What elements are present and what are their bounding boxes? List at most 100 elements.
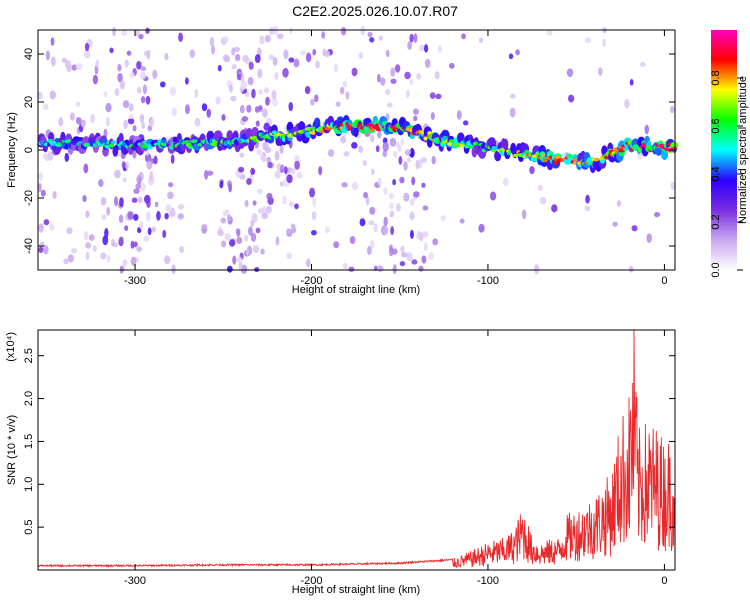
- spectrogram-noise-blob: [146, 160, 153, 170]
- spectrogram-noise-blob: [38, 246, 44, 253]
- spectrogram-noise-blob: [653, 212, 661, 218]
- x-tick-label: -100: [477, 275, 499, 287]
- spectrogram-noise-blob: [38, 172, 44, 181]
- spectrogram-noise-blob: [217, 64, 222, 72]
- spectrogram-noise-blob: [283, 49, 289, 60]
- spectrogram-ridge-core: [161, 139, 167, 144]
- spectrogram-noise-blob: [383, 216, 388, 227]
- spectrogram-noise-blob: [259, 35, 265, 45]
- spectrogram-noise-blob: [119, 197, 124, 208]
- spectrogram-noise-blob: [76, 117, 82, 125]
- spectrogram-noise-blob: [255, 120, 260, 127]
- spectrogram-ridge-blob: [353, 126, 359, 138]
- spectrogram-noise-blob: [405, 89, 410, 99]
- spectrogram-noise-blob: [110, 238, 115, 247]
- spectrogram-noise-blob: [398, 156, 403, 165]
- spectrogram-noise-blob: [305, 52, 312, 63]
- spectrogram-noise-blob: [370, 168, 375, 176]
- spectrogram-noise-blob: [106, 206, 111, 216]
- spectrogram-noise-blob: [342, 80, 347, 88]
- spectrogram-noise-blob: [224, 233, 231, 241]
- spectrogram-noise-blob: [126, 50, 132, 56]
- spectrogram-noise-blob: [92, 245, 97, 252]
- spectrogram-noise-blob: [279, 144, 284, 154]
- spectrogram-noise-blob: [118, 214, 124, 224]
- spectrogram-noise-blob: [288, 101, 294, 112]
- spectrogram-noise-blob: [418, 265, 424, 272]
- y-tick-label: 20: [23, 96, 35, 108]
- spectrogram-noise-blob: [631, 225, 638, 232]
- spectrogram-noise-blob: [239, 105, 245, 114]
- spectrogram-noise-blob: [377, 73, 381, 83]
- spectrogram-noise-blob: [404, 71, 411, 80]
- spectrogram-noise-blob: [76, 101, 81, 107]
- spectrogram-noise-blob: [83, 230, 89, 241]
- spectrogram-noise-blob: [461, 33, 466, 40]
- spectrogram-noise-blob: [245, 248, 250, 257]
- spectrogram-noise-blob: [121, 161, 126, 168]
- spectrogram-noise-blob: [304, 85, 311, 95]
- spectrogram-noise-blob: [232, 255, 237, 265]
- x-tick-label: -200: [300, 575, 322, 587]
- spectrogram-noise-blob: [85, 251, 90, 261]
- spectrogram-noise-blob: [146, 211, 151, 222]
- colorbar: 0.0 0.2 0.4 0.6 0.8 Normalized spectral ampl…: [710, 30, 749, 278]
- spectrogram-noise-blob: [385, 49, 390, 58]
- spectrogram-noise-blob: [314, 94, 319, 103]
- spectrogram-noise-blob: [325, 50, 331, 58]
- spectrogram-noise-blob: [49, 223, 55, 231]
- colorbar-tick-label: 0.8: [710, 70, 722, 85]
- spectrogram-noise-blob: [419, 231, 424, 242]
- spectrogram-noise-blob: [459, 218, 465, 224]
- spectrogram-noise-blob: [100, 197, 107, 206]
- spectrogram-noise-blob: [449, 62, 455, 69]
- spectrogram-noise-blob: [259, 153, 266, 161]
- spectrogram-noise-blob: [537, 184, 543, 191]
- spectrogram-noise-blob: [277, 33, 284, 40]
- spectrogram-noise-blob: [294, 154, 300, 162]
- spectrogram-noise-blob: [254, 54, 261, 64]
- spectrogram-noise-blob: [220, 240, 227, 248]
- spectrogram-noise-blob: [306, 258, 311, 268]
- spectrogram-noise-blob: [159, 81, 166, 88]
- spectrogram-noise-blob: [42, 104, 49, 110]
- spectrogram-noise-blob: [204, 169, 209, 180]
- spectrogram-noise-blob: [335, 101, 341, 107]
- spectrogram-noise-blob: [265, 96, 270, 106]
- spectrogram-noise-blob: [388, 192, 395, 199]
- spectrogram-noise-blob: [389, 137, 397, 147]
- spectrogram-noise-blob: [375, 145, 380, 153]
- spectrogram-noise-blob: [113, 196, 119, 207]
- spectrogram-noise-blob: [400, 245, 405, 253]
- spectrogram-ridge-core: [271, 130, 277, 135]
- spectrogram-noise-blob: [429, 92, 436, 100]
- spectrogram-noise-blob: [128, 113, 134, 120]
- spectrogram-noise-blob: [141, 121, 145, 130]
- spectrogram-noise-blob: [406, 252, 413, 262]
- spectrogram-noise-blob: [502, 177, 509, 186]
- spectrogram-noise-blob: [122, 100, 130, 109]
- spectrogram-noise-blob: [240, 75, 245, 83]
- spectrogram-noise-blob: [566, 68, 574, 78]
- spectrogram-noise-blob: [251, 88, 256, 99]
- spectrogram-noise-blob: [293, 58, 300, 68]
- snr-axes: -300 -200 -100 0 0.5 1.0 1.5 2.0 2.5: [23, 330, 675, 587]
- colorbar-tick-label: 0.6: [710, 118, 722, 133]
- spectrogram-noise-blob: [360, 25, 366, 36]
- spectrogram-noise-blob: [215, 96, 221, 105]
- spectrogram-noise-blob: [250, 167, 255, 176]
- spectrogram-noise-blob: [50, 56, 56, 67]
- spectrogram-noise-blob: [71, 247, 78, 254]
- spectrogram-noise-blob: [230, 95, 237, 102]
- spectrogram-noise-blob: [290, 223, 296, 229]
- colorbar-gradient: [711, 30, 737, 270]
- spectrogram-ridge-blob: [108, 143, 115, 148]
- spectrogram-noise-blob: [422, 205, 429, 211]
- spectrogram-noise-blob: [413, 33, 418, 43]
- spectrogram-noise-blob: [392, 179, 397, 186]
- spectrogram-noise-blob: [261, 212, 268, 220]
- spectrogram-ridge-core: [555, 155, 561, 160]
- spectrogram-noise-blob: [145, 95, 151, 105]
- spectrogram-noise-blob: [413, 108, 419, 115]
- spectrogram-noise-blob: [440, 215, 446, 222]
